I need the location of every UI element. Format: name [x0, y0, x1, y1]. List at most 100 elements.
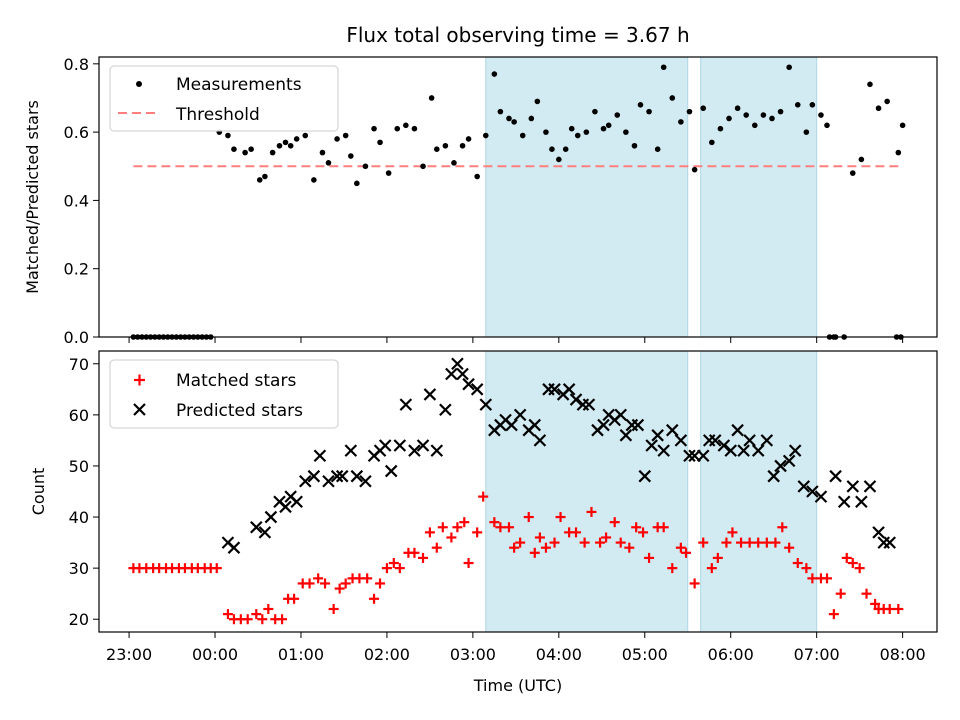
x-tick-label: 06:00 — [708, 645, 754, 664]
legend-measurements-label: Measurements — [176, 75, 302, 95]
measurement-point — [276, 142, 283, 149]
matched-star-point — [847, 558, 858, 569]
matched-star-point — [744, 537, 755, 548]
measurement-point — [646, 108, 652, 115]
predicted-star-point — [774, 459, 787, 473]
matched-star-point — [452, 522, 463, 533]
matched-star-point — [807, 573, 818, 584]
predicted-star-point — [797, 480, 811, 493]
x-tick-label: 23:00 — [106, 645, 152, 664]
matched-star-point — [777, 522, 788, 533]
predicted-star-point — [731, 423, 744, 437]
predicted-star-point — [737, 444, 750, 457]
matched-star-point — [418, 552, 429, 563]
measurement-point — [534, 98, 541, 105]
matched-star-point — [753, 537, 764, 548]
matched-star-point — [644, 552, 655, 563]
x-tick-label: 08:00 — [880, 645, 926, 664]
measurement-point — [348, 153, 354, 159]
measurement-point — [451, 160, 457, 166]
predicted-star-point — [645, 439, 658, 452]
x-tick-label: 03:00 — [450, 645, 496, 664]
predicted-star-point — [423, 388, 437, 401]
predicted-star-point — [782, 454, 796, 468]
matched-star-point — [861, 588, 872, 599]
measurement-point — [700, 105, 707, 112]
matched-star-point — [489, 517, 500, 528]
predicted-star-point — [462, 377, 475, 391]
measurement-point — [302, 132, 309, 139]
matched-star-point — [835, 588, 846, 599]
measurement-point — [311, 177, 317, 183]
predicted-star-point — [724, 444, 738, 457]
y-tick-label: 50 — [69, 457, 89, 476]
predicted-star-point — [767, 469, 780, 483]
predicted-star-point — [384, 464, 398, 478]
predicted-star-point — [751, 444, 765, 457]
predicted-star-point — [344, 444, 358, 457]
matched-stars-points — [128, 491, 904, 625]
x-tick-label: 04:00 — [536, 645, 582, 664]
measurement-point — [394, 125, 401, 132]
matched-star-point — [437, 522, 448, 533]
measurement-point — [248, 146, 254, 152]
measurement-point — [428, 95, 435, 101]
predicted-star-point — [445, 367, 458, 381]
measurement-point — [420, 163, 426, 170]
predicted-star-point — [708, 434, 722, 447]
predicted-star-point — [479, 398, 493, 411]
matched-star-point — [801, 563, 812, 574]
predicted-star-point — [350, 469, 364, 483]
predicted-star-point — [666, 423, 679, 437]
predicted-star-point — [837, 495, 851, 508]
measurement-point — [884, 98, 890, 105]
matched-star-point — [463, 558, 474, 569]
matched-star-point — [770, 537, 781, 548]
predicted-star-point — [760, 434, 774, 447]
predicted-star-point — [651, 429, 664, 442]
matched-star-point — [362, 573, 373, 584]
measurement-point — [562, 146, 569, 152]
matched-star-point — [689, 578, 700, 589]
measurement-point — [849, 170, 856, 176]
matched-star-point — [698, 537, 709, 548]
measurement-point — [794, 102, 801, 108]
matched-star-point — [681, 547, 692, 558]
matched-star-point — [721, 537, 732, 548]
predicted-star-point — [548, 383, 561, 396]
measurement-point — [867, 81, 873, 88]
legend-threshold-label: Threshold — [175, 105, 260, 125]
predicted-star-point — [619, 429, 633, 442]
predicted-star-point — [279, 500, 292, 514]
legend-predicted-marker — [133, 403, 146, 416]
matched-star-point — [870, 598, 881, 609]
measurement-point — [824, 122, 830, 129]
measurement-point — [519, 132, 526, 139]
predicted-star-point — [335, 469, 349, 483]
measurement-point — [605, 122, 612, 129]
predicted-star-point — [582, 398, 596, 411]
predicted-star-point — [451, 357, 464, 371]
measurement-point — [669, 95, 676, 101]
shaded-interval — [700, 350, 818, 633]
predicted-star-point — [307, 469, 321, 483]
x-axis-label: Time (UTC) — [473, 676, 562, 695]
bottom-shaded-intervals — [485, 350, 818, 633]
measurement-point — [777, 108, 784, 115]
matched-star-point — [495, 522, 506, 533]
y-tick-label: 40 — [69, 508, 89, 527]
predicted-star-point — [322, 475, 335, 488]
measurement-point — [282, 139, 289, 146]
x-tick-label: 02:00 — [364, 645, 410, 664]
measurement-point — [760, 112, 767, 118]
bottom-x-ticks: 23:00 00:00 01:00 02:00 03:00 04:00 05:00 06:00… — [106, 632, 926, 664]
matched-star-point — [624, 542, 635, 553]
top-panel: 0.00.20.40.60.8 Matched/Predicted stars … — [23, 55, 938, 347]
predicted-star-point — [806, 485, 819, 498]
predicted-star-point — [597, 418, 610, 432]
matched-star-point — [251, 609, 262, 620]
matched-star-point — [609, 517, 620, 528]
measurement-point — [549, 146, 555, 152]
measurement-point — [574, 132, 581, 139]
